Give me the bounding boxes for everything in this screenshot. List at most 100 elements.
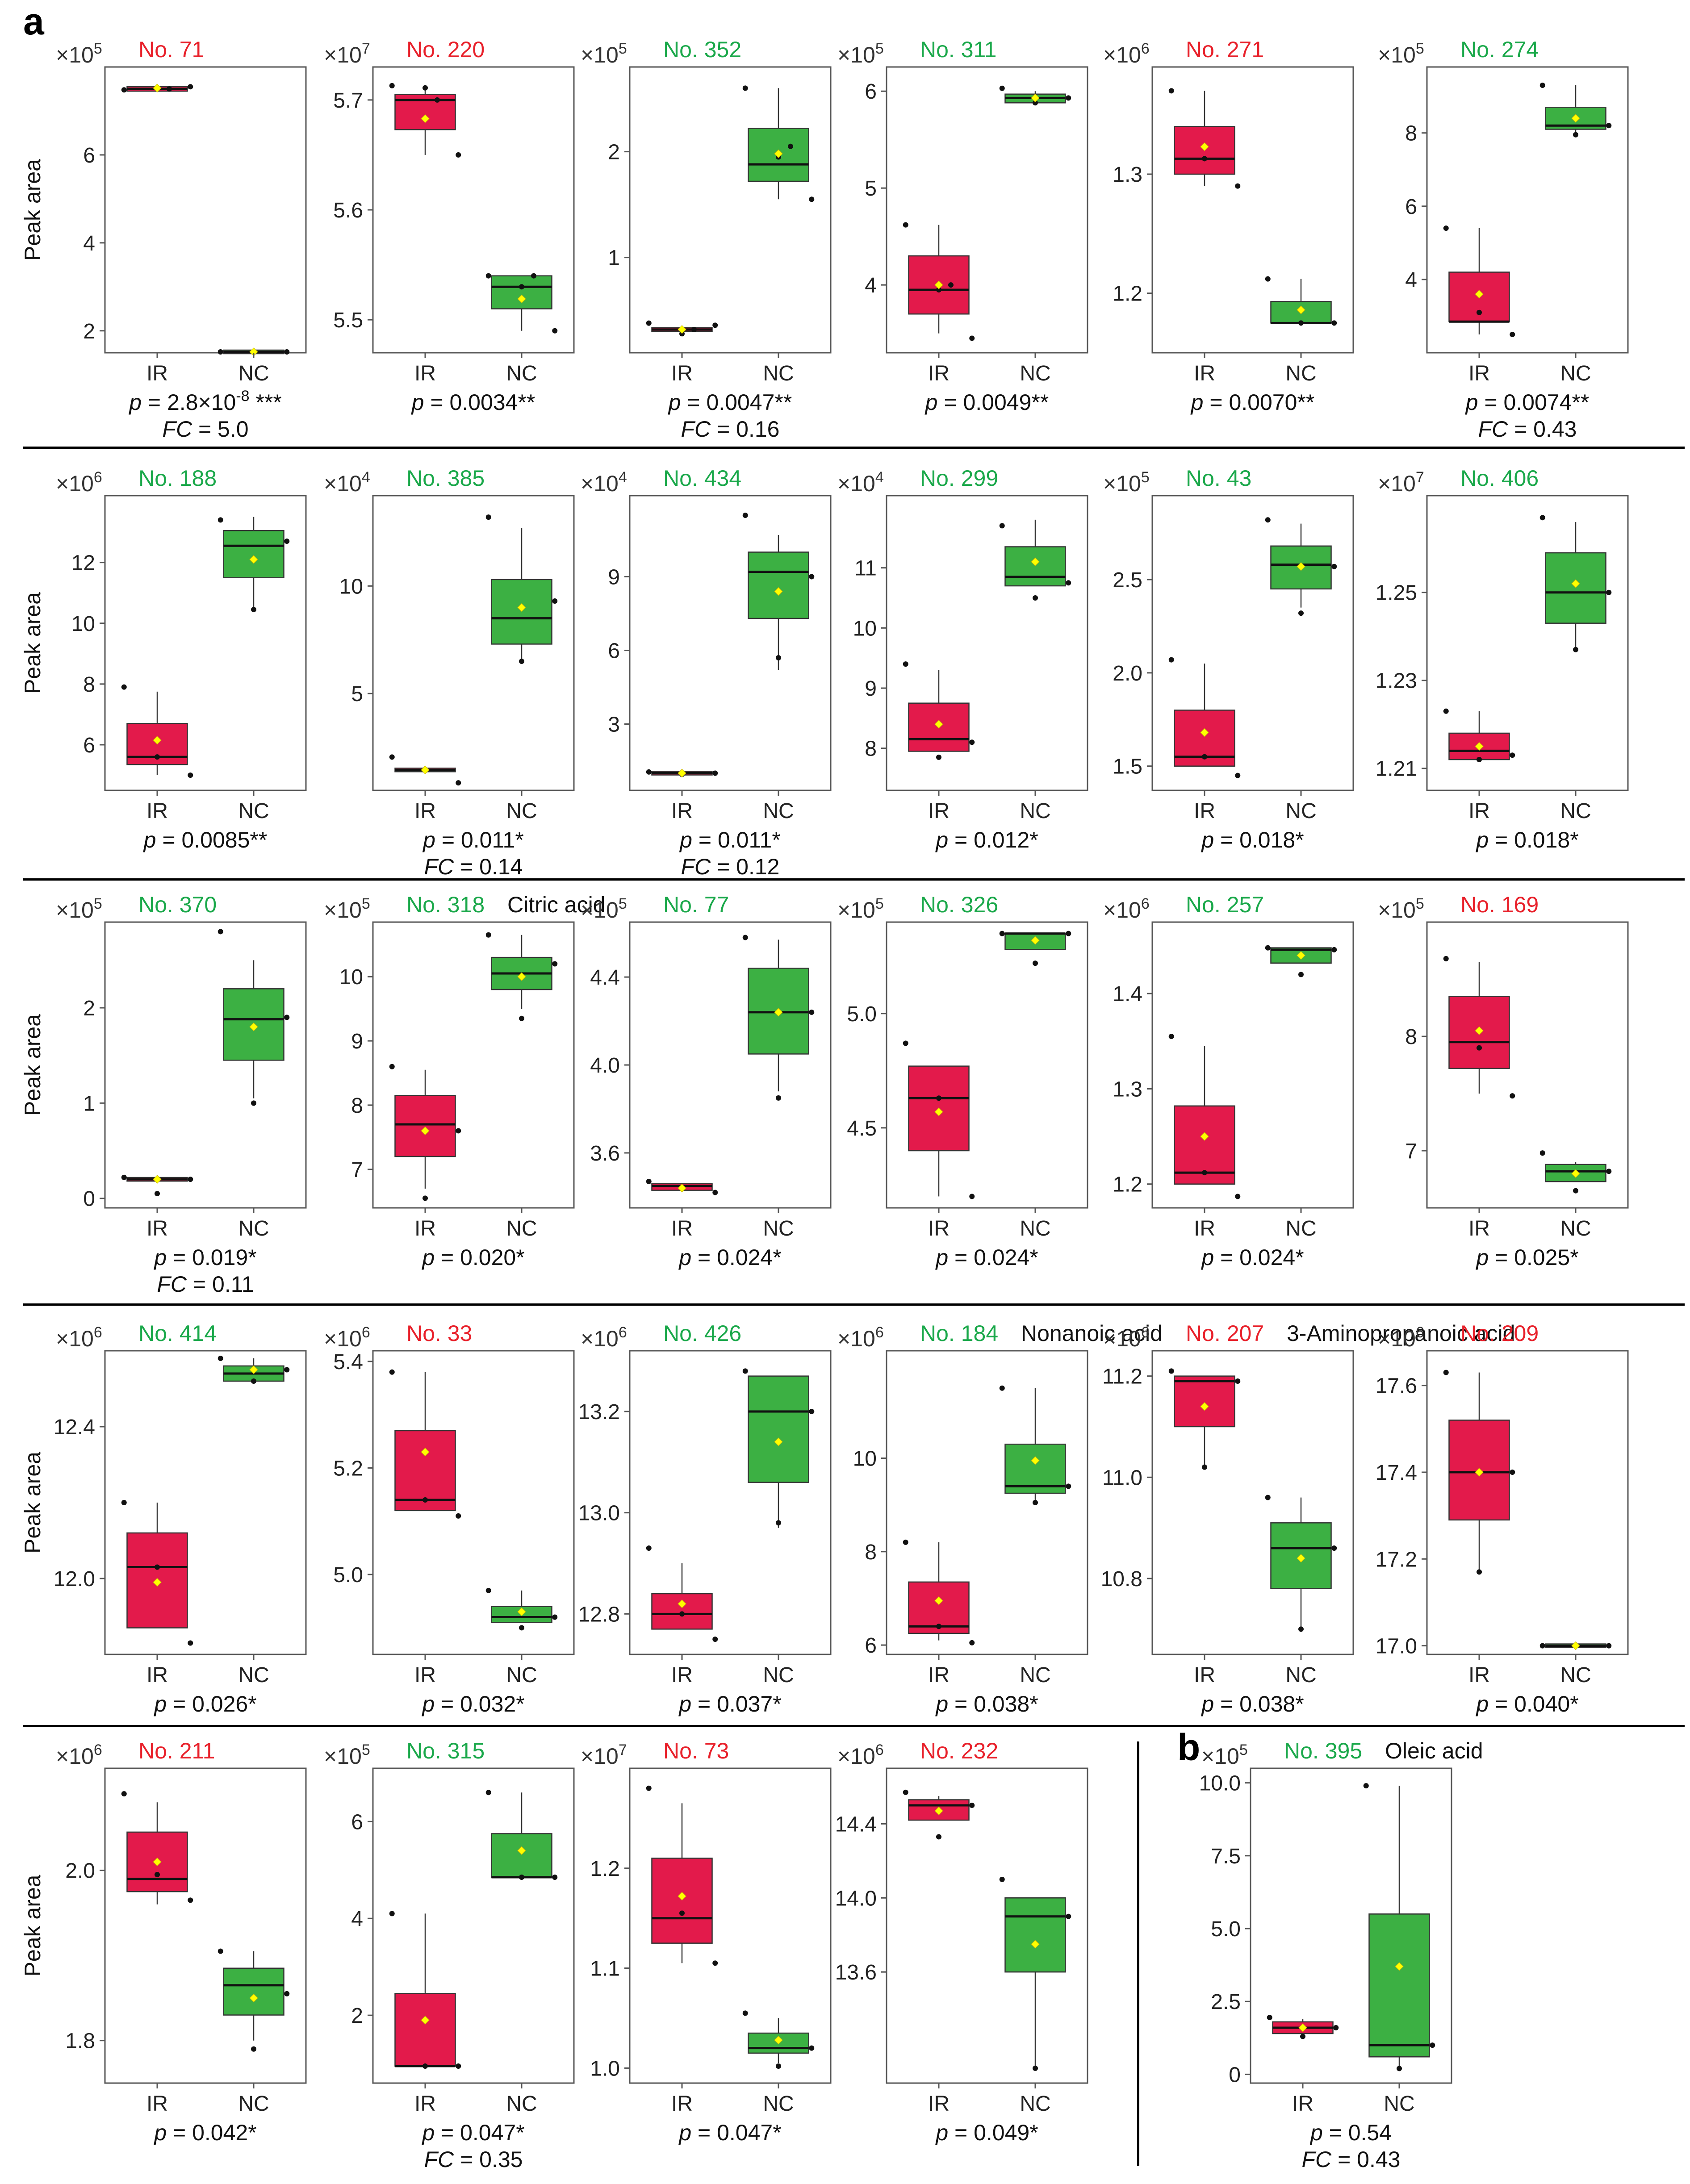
data-point xyxy=(1235,183,1241,189)
data-point xyxy=(485,932,491,938)
data-point xyxy=(121,1174,127,1180)
data-point xyxy=(284,349,290,355)
y-tick-label: 1.3 xyxy=(1113,1077,1142,1101)
fold-change: FC = 0.16 xyxy=(681,417,780,442)
y-tick-label: 4.0 xyxy=(590,1054,620,1077)
y-tick-label: 4.5 xyxy=(847,1117,877,1140)
y-tick-label: 10 xyxy=(71,612,95,636)
y-tick-label: 0 xyxy=(83,1187,95,1211)
data-point xyxy=(389,1369,395,1375)
x-tick-label: IR xyxy=(146,2092,168,2116)
scale-label: ×105 xyxy=(1201,1741,1248,1769)
p-number: = 0.026* xyxy=(167,1691,257,1716)
boxplot-33: No. 33 ×106 5.0 5.2 5.4 IR NC p = 0.032* xyxy=(324,1321,575,1716)
p-number: = 0.011* xyxy=(435,827,524,852)
significance: *** xyxy=(250,390,282,415)
x-tick-label: IR xyxy=(146,1663,168,1687)
data-point xyxy=(188,772,193,778)
data-point xyxy=(121,684,127,690)
y-tick-label: 7 xyxy=(1405,1140,1417,1163)
data-point xyxy=(1331,564,1337,569)
boxplot-311: No. 311 ×105 4 5 6 IR NC p = 0.0049** xyxy=(837,37,1088,415)
p-number: = 0.019* xyxy=(167,1245,257,1270)
x-tick-label: NC xyxy=(1285,1663,1316,1687)
box-ir xyxy=(394,1993,456,2067)
y-tick-label: 1.2 xyxy=(1113,1173,1142,1197)
mean-marker xyxy=(1571,579,1580,588)
scale-label: ×106 xyxy=(1103,1324,1150,1351)
y-tick-label: 8 xyxy=(351,1094,363,1118)
p-value: p = 2.8×10-8 *** xyxy=(128,388,282,415)
x-tick-label: NC xyxy=(506,362,537,385)
data-point xyxy=(936,1624,941,1629)
scale-exponent: 5 xyxy=(1141,469,1150,486)
x-tick-label: NC xyxy=(1560,799,1591,823)
p-number: = 0.047* xyxy=(691,2120,782,2145)
data-point xyxy=(1033,960,1038,966)
data-point xyxy=(1331,947,1337,952)
data-point xyxy=(155,1191,160,1196)
mean-marker xyxy=(1298,2023,1307,2032)
fold-change: FC = 0.11 xyxy=(157,1272,254,1297)
mean-marker xyxy=(1031,1940,1040,1949)
fc-symbol: FC xyxy=(424,2147,455,2172)
p-value: p = 0.020* xyxy=(421,1245,524,1270)
x-tick-label: IR xyxy=(1292,2092,1314,2116)
data-point xyxy=(1235,1194,1241,1199)
y-tick-label: 1.25 xyxy=(1376,581,1417,605)
data-point xyxy=(1539,83,1545,88)
data-point xyxy=(485,273,491,279)
y-tick-label: 3 xyxy=(608,713,620,737)
mean-marker xyxy=(678,1183,686,1193)
y-tick-label: 14.0 xyxy=(835,1887,877,1910)
data-point xyxy=(1265,517,1271,523)
x-tick-label: NC xyxy=(1020,1663,1050,1687)
p-symbol: p xyxy=(421,1691,435,1716)
mean-marker xyxy=(934,1806,943,1816)
y-tick-label: 1 xyxy=(83,1092,95,1115)
p-symbol: p xyxy=(421,2120,435,2145)
mean-marker xyxy=(1297,305,1305,314)
y-tick-label: 5.5 xyxy=(333,309,363,332)
plot-title: No. 220 xyxy=(406,37,485,62)
scale-exponent: 6 xyxy=(1416,1324,1424,1341)
boxplot-370: No. 370 ×105 0 1 2 Peak area IR NC p = 0.019*FC … xyxy=(20,892,307,1297)
data-point xyxy=(284,1991,290,1996)
y-tick-label: 17.4 xyxy=(1376,1461,1417,1485)
scale-exponent: 7 xyxy=(362,40,370,57)
data-point xyxy=(1539,515,1545,521)
p-number: = 0.040* xyxy=(1489,1691,1579,1716)
y-tick-label: 12.4 xyxy=(54,1416,95,1439)
scale-exponent: 4 xyxy=(362,469,370,486)
row-separator xyxy=(23,447,1685,449)
fold-change: FC = 0.12 xyxy=(681,854,780,879)
mean-marker xyxy=(774,1437,783,1446)
plot-title: No. 169 xyxy=(1460,892,1539,917)
scale-exponent: 6 xyxy=(362,1324,370,1341)
mean-marker xyxy=(249,1993,258,2003)
p-symbol: p xyxy=(679,827,692,852)
mean-marker xyxy=(421,1126,430,1136)
data-point xyxy=(519,1015,524,1021)
p-number: = 0.047* xyxy=(435,2120,525,2145)
plot-title: No. 188 xyxy=(138,466,217,491)
p-symbol: p xyxy=(143,827,156,852)
data-point xyxy=(776,2063,781,2069)
x-tick-label: NC xyxy=(506,1217,537,1240)
x-tick-label: NC xyxy=(238,362,269,385)
y-tick-label: 10.0 xyxy=(1199,1772,1241,1796)
box-nc xyxy=(1545,552,1606,624)
scale-label: ×106 xyxy=(1103,895,1150,923)
p-number: = 0.0049** xyxy=(937,390,1049,415)
data-point xyxy=(1300,2034,1305,2039)
scale-label: ×105 xyxy=(324,1741,370,1769)
mean-marker xyxy=(774,2036,783,2045)
y-tick-label: 17.6 xyxy=(1376,1374,1417,1398)
y-axis-label: Peak area xyxy=(20,592,45,694)
data-point xyxy=(1066,931,1071,936)
data-point xyxy=(1331,320,1337,326)
x-tick-label: NC xyxy=(1285,1217,1316,1240)
data-point xyxy=(1477,757,1482,763)
data-point xyxy=(999,85,1005,91)
